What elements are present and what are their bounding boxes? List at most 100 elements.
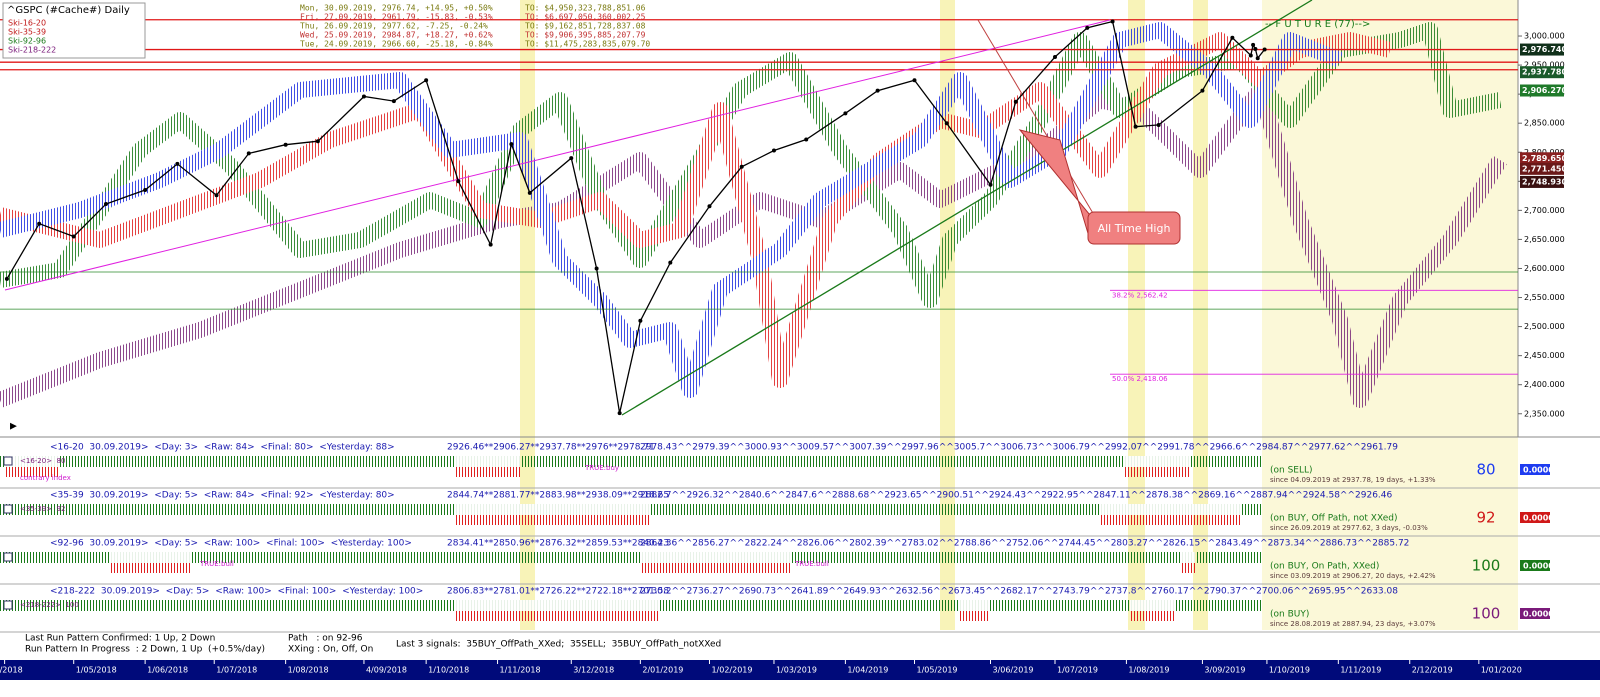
quote-line: Thu, 26.09.2019, 2977.62, -7.25, -0.24% <box>300 22 488 31</box>
panel-toggle <box>3 600 13 610</box>
oscillator-mask <box>1180 552 1195 563</box>
y-tick-label: 2,950.000 <box>1524 61 1565 70</box>
panels: <16-20 30.09.2019> <Day: 3> <Raw: 84> <F… <box>0 443 1600 633</box>
signal-status: (on BUY, On Path, XXed) <box>1270 562 1379 572</box>
annotation: All Time High <box>1098 222 1171 235</box>
price-point <box>143 188 148 193</box>
price-point <box>37 221 42 226</box>
footer-text: Path : on 92-96 <box>288 634 363 644</box>
price-point <box>1251 42 1256 47</box>
x-tick-label: 1/05/2018 <box>76 666 117 675</box>
price-point <box>424 78 429 83</box>
price-point <box>175 161 180 166</box>
footer-text: Last 3 signals: 35BUY_OffPath_XXed; 35SE… <box>396 640 721 650</box>
panel-numbers: 2864.36^^2856.27^^2822.24^^2826.06^^2802… <box>640 539 1409 549</box>
price-point <box>315 139 320 144</box>
price-point <box>1262 47 1267 52</box>
quote-turnover: TO: $9,162,851,728,837.08 <box>525 22 646 31</box>
quote-turnover: TO: $11,475,283,835,079.70 <box>525 40 650 49</box>
score-box <box>1520 608 1550 619</box>
final-score: 100 <box>1472 605 1501 623</box>
x-tick-label: 3/12/2018 <box>573 666 614 675</box>
oscillator-mask <box>455 504 650 515</box>
score-box-value: 0.0000 <box>1523 466 1554 475</box>
panel-toggle <box>3 552 13 562</box>
signal-since: since 28.08.2019 at 2887.94, 23 days, +3… <box>1270 620 1436 628</box>
y-tick-label: 2,700.000 <box>1524 206 1565 215</box>
oscillator-mask <box>455 456 520 467</box>
quote-line: Tue, 24.09.2019, 2966.60, -25.18, -0.84% <box>300 40 493 49</box>
price-label: 2,771.450 <box>1522 164 1567 173</box>
footer-text: XXing : On, Off, On <box>288 645 373 655</box>
y-tick-label: 2,400.000 <box>1524 380 1565 389</box>
chart-title: ^GSPC (#Cache#) Daily <box>7 5 130 16</box>
legend-entry: Ski-92-96 <box>8 37 46 46</box>
y-tick-label: 2,550.000 <box>1524 293 1565 302</box>
legend-box <box>2 2 146 59</box>
panel-header: <16-20 30.09.2019> <Day: 3> <Raw: 84> <F… <box>50 443 395 453</box>
quote-line: Wed, 25.09.2019, 2984.87, +18.27, +0.62% <box>300 31 493 40</box>
final-score: 92 <box>1476 509 1495 527</box>
y-tick-label: 3,000.000 <box>1524 32 1565 41</box>
price-label: 2,906.270 <box>1522 86 1567 95</box>
score-box-value: 0.0000 <box>1523 514 1554 523</box>
panel-header: <92-96 30.09.2019> <Day: 5> <Raw: 100> <… <box>50 539 412 549</box>
panel-numbers: 2844.74**2881.77**2883.98**2938.09**2918… <box>447 491 669 501</box>
quote-turnover: TO: $4,950,323,788,851.06 <box>525 4 646 13</box>
trendline <box>621 0 1313 416</box>
footer: Last Run Pattern Confirmed: 1 Up, 2 Down… <box>25 634 721 655</box>
price-point <box>4 276 9 281</box>
x-tick-label: 1/07/2019 <box>1057 666 1098 675</box>
oscillator-down <box>455 611 660 621</box>
price-point <box>707 204 712 209</box>
x-tick-label: 1/08/2019 <box>1128 666 1169 675</box>
panel-header: <218-222 30.09.2019> <Day: 5> <Raw: 100>… <box>50 587 423 597</box>
price-point <box>594 266 599 271</box>
callout-pointer <box>977 19 1101 226</box>
oscillator-down <box>455 515 650 525</box>
price-point <box>1133 124 1138 129</box>
price-point <box>569 156 574 161</box>
price-point <box>1156 122 1161 127</box>
oscillator-mask <box>455 600 660 611</box>
ski-bands <box>0 22 1507 408</box>
oscillator-mask <box>5 456 60 467</box>
fib-label: 50.0% 2,418.06 <box>1112 375 1168 383</box>
signal-since: since 04.09.2019 at 2937.78, 19 days, +1… <box>1270 476 1436 484</box>
price-point <box>1200 88 1205 93</box>
score-box <box>1520 512 1550 523</box>
price-point <box>1255 56 1260 61</box>
price-label: 2,789.650 <box>1522 154 1567 163</box>
signal-since: since 26.09.2019 at 2977.62, 3 days, -0.… <box>1270 524 1428 532</box>
x-tick-label: 1/10/2019 <box>1269 666 1310 675</box>
y-tick-label: 2,800.000 <box>1524 148 1565 157</box>
panel-numbers: 2730.2^^2736.27^^2690.73^^2641.89^^2649.… <box>640 587 1398 597</box>
oscillator-down <box>1125 467 1190 477</box>
footer-text: Run Pattern In Progress : 2 Down, 1 Up (… <box>25 645 265 655</box>
annotation: -- F U T U R E (77)--> <box>1265 19 1370 30</box>
legend-entry: Ski-16-20 <box>8 19 46 28</box>
x-tick-label: /2018 <box>0 666 23 675</box>
plot <box>4 19 1267 416</box>
price-point <box>214 193 219 198</box>
price-point <box>804 137 809 142</box>
panel-tag: <35-39> 92 <box>20 505 65 513</box>
oscillator-mask <box>1125 456 1190 467</box>
oscillator-down <box>455 467 520 477</box>
price-point <box>912 78 917 83</box>
price-label: 2,976.740 <box>1522 45 1567 54</box>
y-tick-label: 2,350.000 <box>1524 409 1565 418</box>
price-point <box>509 142 514 147</box>
panel-note: contrary index <box>20 474 71 482</box>
price-point <box>875 88 880 93</box>
price-label-bg <box>1520 84 1564 97</box>
signal-status: (on BUY) <box>1270 610 1309 620</box>
price-point <box>71 234 76 239</box>
panel-numbers: 2806.83**2781.01**2726.22**2722.18**2701… <box>447 587 669 597</box>
oscillator-down <box>5 467 60 477</box>
score-box <box>1520 560 1550 571</box>
price-line <box>6 20 1266 414</box>
x-tick-label: 1/05/2019 <box>916 666 957 675</box>
